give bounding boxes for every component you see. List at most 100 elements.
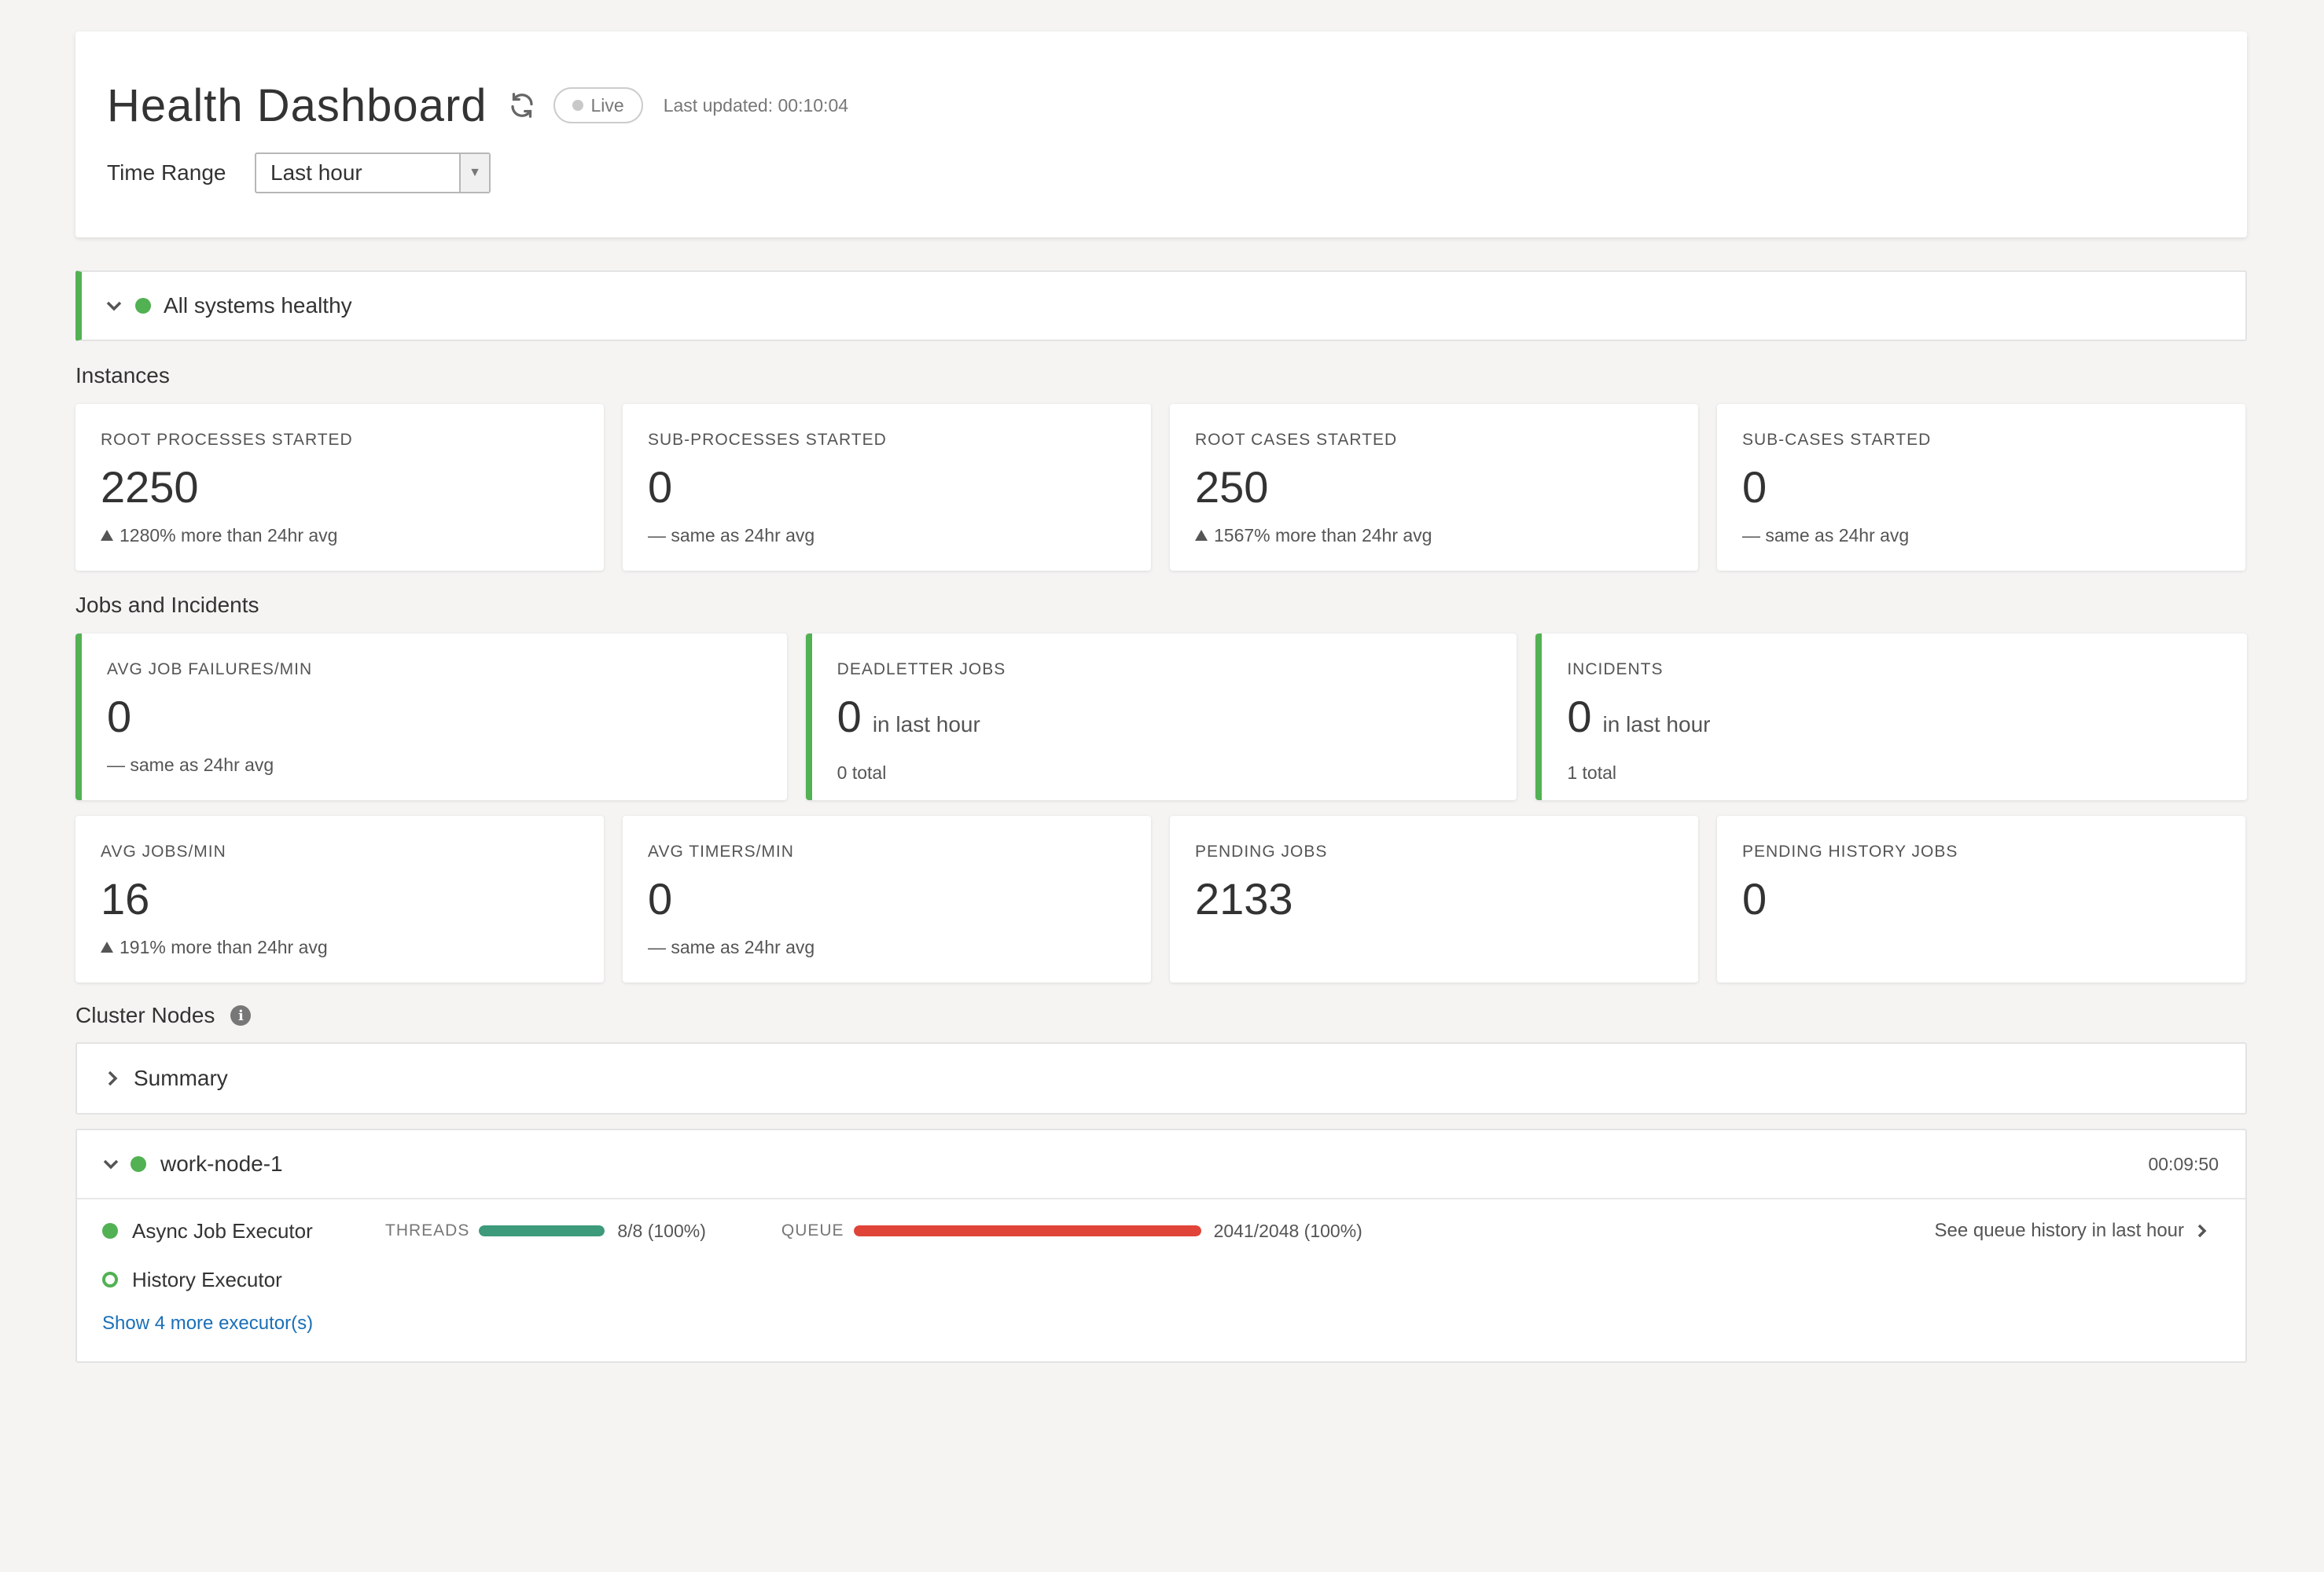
refresh-icon[interactable] <box>508 91 536 119</box>
card-note: — same as 24hr avg <box>1742 525 1910 545</box>
show-more-executors-link[interactable]: Show 4 more executor(s) <box>102 1313 314 1334</box>
node-time: 00:09:50 <box>2148 1153 2219 1174</box>
metric-card: AVG JOB FAILURES/MIN 0 — same as 24hr av… <box>75 634 787 800</box>
threads-label: THREADS <box>385 1221 470 1240</box>
instances-cards: ROOT PROCESSES STARTED 2250 1280% more t… <box>75 404 2247 571</box>
trend-up-icon <box>1195 530 1208 541</box>
system-status-bar[interactable]: All systems healthy <box>75 270 2247 341</box>
trend-up-icon <box>101 530 113 541</box>
time-range-label: Time Range <box>107 160 226 185</box>
executor-status-dot <box>102 1272 118 1287</box>
card-note: — same as 24hr avg <box>648 937 815 957</box>
time-range-value: Last hour <box>270 160 362 185</box>
card-note: — same as 24hr avg <box>107 755 274 775</box>
card-value: 0 <box>648 874 673 924</box>
live-label: Live <box>590 94 624 116</box>
threads-bar <box>479 1225 605 1236</box>
chevron-down-icon <box>105 297 123 314</box>
metric-card: ROOT CASES STARTED 250 1567% more than 2… <box>1170 404 1698 571</box>
jobs-bottom-cards: AVG JOBS/MIN 16 191% more than 24hr avg … <box>75 816 2247 982</box>
threads-bar-fill <box>479 1225 605 1236</box>
card-label: INCIDENTS <box>1567 660 1664 678</box>
live-toggle[interactable]: Live <box>553 87 643 123</box>
cluster-section-title: Cluster Nodes <box>75 1003 215 1027</box>
card-value: 0 <box>1742 462 1767 512</box>
summary-label: Summary <box>134 1066 228 1090</box>
card-label: ROOT CASES STARTED <box>1195 431 1398 449</box>
time-range-row: Time Range Last hour ▼ <box>107 152 2216 193</box>
metric-card: SUB-CASES STARTED 0 — same as 24hr avg <box>1717 404 2245 571</box>
card-value-row: 0 in last hour <box>1567 693 2222 748</box>
card-value: 0 <box>837 692 862 741</box>
card-note: 1567% more than 24hr avg <box>1195 525 1673 546</box>
info-icon[interactable]: i <box>230 1005 252 1026</box>
card-value: 0 <box>107 692 132 741</box>
executor-status-dot <box>102 1223 118 1239</box>
page-title: Health Dashboard <box>107 79 487 131</box>
live-status-dot <box>572 100 583 111</box>
card-note: 1 total <box>1567 762 1616 783</box>
metric-card: AVG JOBS/MIN 16 191% more than 24hr avg <box>75 816 604 982</box>
title-row: Health Dashboard Live Last updated: 00:1… <box>107 75 2216 135</box>
header-card: Health Dashboard Live Last updated: 00:1… <box>75 31 2247 237</box>
card-label: PENDING JOBS <box>1195 843 1328 861</box>
metric-card: SUB-PROCESSES STARTED 0 — same as 24hr a… <box>623 404 1151 571</box>
queue-history-link[interactable]: See queue history in last hour <box>1934 1220 2208 1242</box>
queue-bar <box>853 1225 1201 1236</box>
card-value-suffix: in last hour <box>1602 712 1711 736</box>
card-label: AVG JOB FAILURES/MIN <box>107 660 313 678</box>
executor-name: History Executor <box>132 1267 282 1291</box>
executor-row: Async Job Executor THREADS 8/8 (100%) QU… <box>77 1215 2245 1247</box>
card-note-text: 191% more than 24hr avg <box>120 937 328 957</box>
trend-up-icon <box>101 942 113 953</box>
status-dot <box>135 298 151 314</box>
time-range-select[interactable]: Last hour ▼ <box>255 152 491 193</box>
card-value: 2133 <box>1195 874 1293 924</box>
queue-history-label: See queue history in last hour <box>1934 1220 2184 1241</box>
card-label: DEADLETTER JOBS <box>837 660 1006 678</box>
queue-bar-fill <box>853 1225 1201 1236</box>
chevron-right-icon <box>104 1070 121 1087</box>
metric-card: PENDING HISTORY JOBS 0 <box>1717 816 2245 982</box>
metric-card: PENDING JOBS 2133 <box>1170 816 1698 982</box>
cluster-section-header: Cluster Nodes i <box>75 1003 2247 1028</box>
node-header[interactable]: work-node-1 00:09:50 <box>77 1130 2245 1199</box>
metric-card: AVG TIMERS/MIN 0 — same as 24hr avg <box>623 816 1151 982</box>
cluster-summary-toggle[interactable]: Summary <box>75 1042 2247 1115</box>
executor-row: History Executor <box>77 1264 2245 1295</box>
executor-name: Async Job Executor <box>132 1218 313 1243</box>
card-note: 191% more than 24hr avg <box>101 937 579 958</box>
card-label: AVG TIMERS/MIN <box>648 843 794 861</box>
chevron-down-icon <box>102 1155 120 1173</box>
last-updated-text: Last updated: 00:10:04 <box>663 94 849 116</box>
dashboard-page: Health Dashboard Live Last updated: 00:1… <box>75 31 2248 1363</box>
metric-card: INCIDENTS 0 in last hour 1 total <box>1535 634 2248 800</box>
cluster-node-card: work-node-1 00:09:50 Async Job Executor … <box>75 1129 2247 1363</box>
card-label: AVG JOBS/MIN <box>101 843 226 861</box>
card-note-text: 1280% more than 24hr avg <box>120 525 338 545</box>
node-status-dot <box>131 1156 146 1172</box>
card-note-text: 1567% more than 24hr avg <box>1214 525 1432 545</box>
card-label: PENDING HISTORY JOBS <box>1742 843 1958 861</box>
instances-section-title: Instances <box>75 363 170 387</box>
threads-value: 8/8 (100%) <box>617 1220 706 1241</box>
card-note: 1280% more than 24hr avg <box>101 525 579 546</box>
jobs-section-title: Jobs and Incidents <box>75 593 259 617</box>
queue-value: 2041/2048 (100%) <box>1213 1220 1362 1241</box>
card-label: SUB-PROCESSES STARTED <box>648 431 887 449</box>
chevron-down-icon: ▼ <box>459 154 489 192</box>
card-value-row: 0 in last hour <box>837 693 1492 748</box>
card-value: 0 <box>1567 692 1592 741</box>
card-label: ROOT PROCESSES STARTED <box>101 431 353 449</box>
chevron-right-icon <box>2197 1224 2207 1238</box>
metric-card: DEADLETTER JOBS 0 in last hour 0 total <box>805 634 1517 800</box>
show-more-row: Show 4 more executor(s) <box>77 1313 2245 1335</box>
metric-card: ROOT PROCESSES STARTED 2250 1280% more t… <box>75 404 604 571</box>
card-label: SUB-CASES STARTED <box>1742 431 1932 449</box>
card-value: 0 <box>648 462 673 512</box>
status-text: All systems healthy <box>164 293 352 318</box>
node-name: work-node-1 <box>160 1151 283 1176</box>
card-value: 0 <box>1742 874 1767 924</box>
card-note: 0 total <box>837 762 887 783</box>
card-value: 16 <box>101 874 150 924</box>
